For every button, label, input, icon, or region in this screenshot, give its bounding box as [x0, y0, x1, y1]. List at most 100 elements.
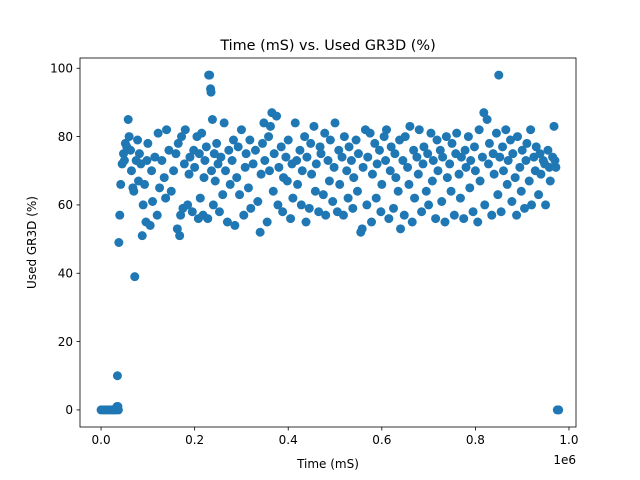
data-point [233, 142, 243, 152]
data-point [433, 166, 443, 176]
data-point [250, 145, 260, 155]
data-point [195, 193, 205, 203]
data-point [421, 186, 431, 196]
data-point [276, 142, 286, 152]
data-point [119, 149, 129, 159]
data-point [187, 207, 197, 217]
data-point [510, 173, 520, 183]
data-point [314, 207, 324, 217]
data-point [219, 118, 229, 128]
data-point [206, 87, 216, 97]
data-point [372, 159, 382, 169]
data-point [161, 193, 171, 203]
data-point [452, 128, 462, 138]
data-point [113, 402, 123, 411]
data-point [400, 132, 410, 142]
data-point [297, 166, 307, 176]
data-point [228, 135, 238, 145]
data-point [172, 224, 182, 234]
data-point [484, 138, 494, 148]
data-point [130, 272, 140, 282]
data-point [126, 166, 136, 176]
data-point [449, 210, 459, 220]
data-point [473, 217, 483, 227]
data-point [427, 176, 437, 186]
x-axis-ticks: 0.0 0.2 0.4 0.6 0.8 1.0 [92, 427, 579, 447]
data-point [262, 217, 272, 227]
data-point [260, 156, 270, 165]
data-point [362, 200, 372, 210]
data-point [318, 190, 328, 200]
data-point [147, 166, 157, 176]
data-point [164, 145, 174, 155]
data-point [469, 142, 479, 152]
data-point [159, 173, 169, 183]
y-tick-label: 60 [58, 198, 73, 212]
data-point [123, 115, 133, 124]
data-point [367, 217, 377, 227]
data-point [414, 125, 424, 135]
data-point [243, 183, 253, 193]
y-axis-ticks: 0 20 40 60 80 100 [50, 62, 80, 417]
data-point [447, 138, 457, 148]
data-point [207, 115, 217, 124]
data-point [273, 200, 283, 210]
data-point [184, 169, 194, 179]
y-axis-label: Used GR3D (%) [25, 196, 39, 289]
data-point [190, 162, 200, 172]
data-point [446, 186, 456, 196]
data-point [292, 156, 302, 165]
data-point [442, 173, 452, 183]
data-point [496, 207, 506, 217]
data-point [438, 152, 448, 162]
x-tick-label: 0.4 [279, 433, 298, 447]
data-point [384, 214, 394, 224]
data-point [544, 162, 554, 172]
data-point [143, 138, 153, 148]
data-point [152, 210, 162, 220]
data-point [304, 203, 314, 213]
data-point [232, 173, 242, 183]
data-point [424, 200, 434, 210]
data-point [468, 207, 478, 217]
data-point [179, 159, 189, 169]
data-point [119, 156, 129, 165]
data-point [205, 70, 215, 80]
data-point [463, 132, 473, 142]
data-point [545, 176, 555, 186]
data-point [482, 115, 492, 124]
data-point [475, 176, 485, 186]
data-point [133, 135, 143, 145]
data-point [281, 152, 291, 162]
data-point [505, 135, 515, 145]
data-point [269, 149, 279, 159]
data-point [140, 179, 150, 189]
x-tick-label: 0.6 [372, 433, 391, 447]
data-point [494, 70, 504, 80]
data-point [417, 207, 427, 217]
data-point [302, 152, 312, 162]
data-point [214, 207, 224, 217]
data-point [124, 132, 134, 142]
data-point [227, 156, 237, 165]
data-point [527, 200, 537, 210]
y-tick-label: 0 [65, 403, 73, 417]
data-point [477, 152, 487, 162]
data-point [491, 128, 501, 138]
data-point [474, 125, 484, 135]
data-point [460, 145, 470, 155]
data-point [551, 162, 561, 172]
data-point [493, 190, 503, 200]
data-point [521, 156, 531, 165]
data-point [315, 142, 325, 152]
x-tick-label: 1.0 [559, 433, 578, 447]
data-point [391, 173, 401, 183]
data-point [282, 176, 292, 186]
data-point [456, 152, 466, 162]
data-point [236, 125, 246, 135]
data-point [351, 135, 361, 145]
data-point [208, 200, 218, 210]
data-point [513, 132, 523, 142]
data-point [357, 224, 367, 234]
y-tick-label: 40 [58, 267, 73, 281]
